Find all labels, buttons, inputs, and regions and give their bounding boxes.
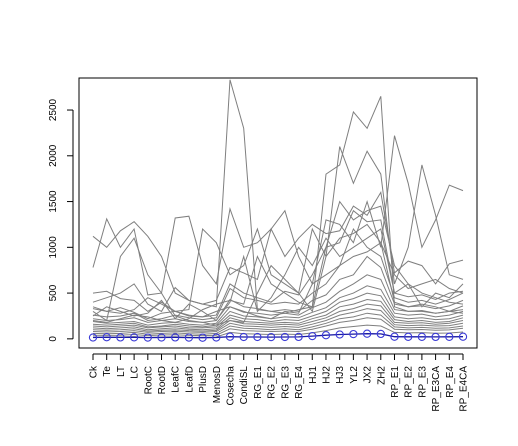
x-tick-label-Te: Te — [102, 366, 113, 377]
series-line-5 — [92, 209, 464, 320]
x-tick-label-RP_E3CA: RP_E3CA — [431, 366, 442, 412]
y-tick-label: 1500 — [48, 190, 59, 213]
series-line-19 — [92, 200, 464, 323]
mean-point-RP_E1 — [390, 332, 399, 341]
x-tick-label-PlusD: PlusD — [198, 366, 209, 393]
mean-point-RP_E4CA — [458, 332, 468, 341]
plot-frame — [78, 77, 478, 349]
x-tick-label-RP_E4: RP_E4 — [445, 366, 456, 398]
mean-point-HJ2 — [321, 331, 331, 340]
x-tick-label-RP_E1: RP_E1 — [390, 366, 401, 398]
x-tick-label-YL2: YL2 — [349, 366, 360, 384]
mean-point-RG_E2 — [266, 332, 276, 342]
x-tick-label-RootD: RootD — [157, 366, 168, 394]
series-line-15 — [92, 317, 464, 337]
mean-point-RootC — [143, 333, 152, 342]
mean-point-RP_E4 — [445, 332, 454, 341]
x-tick-label-Cosecha: Cosecha — [226, 366, 237, 406]
series-line-17 — [92, 223, 464, 326]
mean-point-Te — [102, 333, 111, 342]
mean-point-RP_E3 — [417, 332, 427, 341]
y-tick-label: 1000 — [48, 236, 59, 259]
mean-point-RP_E3CA — [431, 332, 440, 342]
x-tick-label-RP_E3: RP_E3 — [417, 366, 428, 398]
series-line-18 — [92, 228, 464, 322]
mean-point-LC — [129, 333, 139, 342]
x-tick-label-HJ2: HJ2 — [321, 366, 332, 384]
x-tick-label-RG_E4: RG_E4 — [294, 366, 305, 399]
series-line-14 — [92, 312, 464, 335]
mean-point-YL2 — [349, 329, 358, 339]
series-line-11 — [92, 298, 464, 331]
mean-point-RG_E1 — [253, 332, 262, 342]
x-tick-label-MenosD: MenosD — [212, 366, 223, 403]
y-tick-label: 500 — [48, 284, 59, 301]
mean-point-Ck — [88, 333, 98, 342]
x-tick-label-ZH2: ZH2 — [376, 366, 387, 385]
x-tick-label-RG_E3: RG_E3 — [280, 366, 291, 399]
mean-point-MenosD — [212, 333, 221, 342]
y-tick-label: 0 — [48, 336, 59, 342]
mean-layer — [88, 329, 468, 342]
x-tick-label-LC: LC — [130, 366, 141, 379]
mean-point-RG_E3 — [280, 332, 290, 342]
x-axis: Ck Te LT LC RootC RootD LeafC LeafD PlusD MenosD C… — [89, 353, 470, 412]
mean-point-RG_E4 — [294, 332, 303, 342]
x-tick-label-RP_E4CA: RP_E4CA — [459, 366, 470, 412]
mean-point-LeafC — [171, 333, 180, 342]
series-line-2 — [92, 135, 464, 296]
series-line-10 — [92, 292, 464, 329]
x-tick-label-RG_E1: RG_E1 — [253, 366, 264, 399]
mean-point-HJ1 — [308, 331, 317, 341]
y-tick-label: 2500 — [48, 98, 59, 121]
x-tick-label-JX2: JX2 — [363, 366, 374, 384]
x-tick-label-RG_E2: RG_E2 — [267, 366, 278, 399]
x-tick-label-LeafD: LeafD — [184, 366, 195, 393]
x-tick-label-LeafC: LeafC — [171, 366, 182, 393]
series-line-12 — [92, 303, 464, 332]
x-tick-label-HJ3: HJ3 — [335, 366, 346, 384]
mean-point-LT — [116, 333, 125, 342]
mean-point-CondiSL — [239, 332, 248, 342]
series-line-1 — [92, 79, 464, 314]
x-tick-label-Ck: Ck — [89, 365, 100, 378]
series-line-13 — [92, 308, 464, 333]
x-tick-label-RootC: RootC — [143, 366, 154, 394]
mean-point-RP_E2 — [404, 332, 413, 341]
series-line-4 — [92, 190, 464, 313]
series-layer — [92, 79, 464, 338]
series-line-9 — [92, 285, 464, 328]
series-line-8 — [92, 274, 464, 326]
mean-point-RootD — [157, 333, 166, 342]
mean-point-PlusD — [198, 333, 207, 342]
y-axis: 0 500 1000 1500 2000 2500 — [48, 98, 74, 342]
x-tick-label-HJ1: HJ1 — [308, 366, 319, 384]
mean-point-LeafD — [184, 333, 194, 342]
series-line-6 — [92, 227, 464, 322]
x-tick-label-CondiSL: CondiSL — [239, 366, 250, 405]
mean-point-HJ3 — [335, 330, 344, 339]
mean-line — [92, 333, 464, 339]
x-tick-label-RP_E2: RP_E2 — [404, 366, 415, 398]
series-line-7 — [92, 255, 464, 323]
mean-point-JX2 — [362, 329, 372, 338]
mean-point-Cosecha — [225, 332, 235, 341]
mean-point-ZH2 — [376, 329, 385, 339]
series-line-20 — [92, 241, 464, 320]
x-tick-label-LT: LT — [116, 366, 127, 377]
y-tick-label: 2000 — [48, 144, 59, 167]
